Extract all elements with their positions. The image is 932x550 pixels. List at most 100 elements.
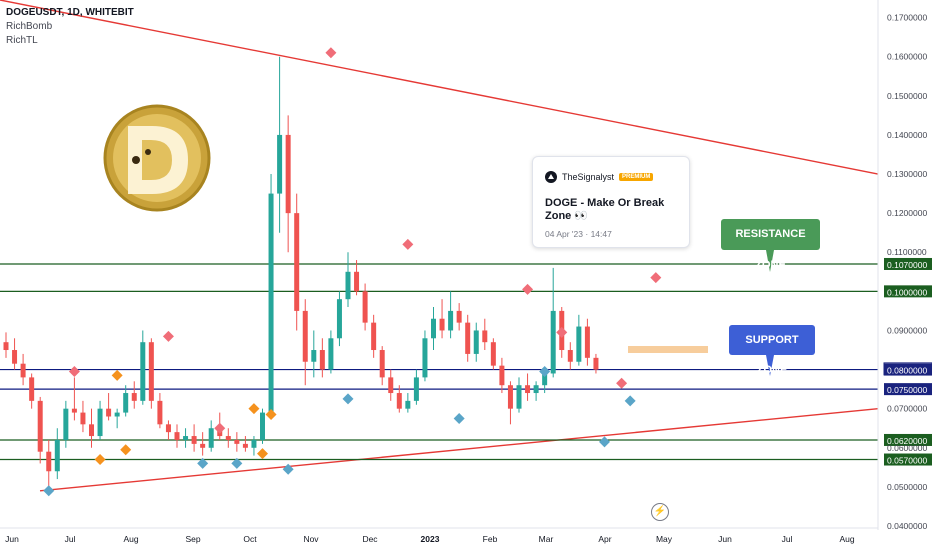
price-tag-label: 0.0570000 [887, 456, 927, 466]
candle-body [183, 436, 189, 440]
price-tag-label: 0.0620000 [887, 436, 927, 446]
ascending-trendline [39, 407, 879, 492]
candle-body [71, 408, 77, 413]
idea-card[interactable]: TheSignalyst PREMIUM DOGE - Make Or Brea… [532, 156, 690, 248]
trendlines [0, 0, 879, 492]
x-tick-label: Oct [243, 534, 257, 544]
signal-diamond [599, 436, 610, 448]
signal-diamond [120, 444, 132, 456]
price-tag-label: 0.0800000 [887, 366, 927, 376]
candle-body [336, 299, 342, 339]
signal-diamond [402, 238, 414, 250]
x-tick-label: Apr [598, 534, 611, 544]
candle-body [242, 443, 248, 448]
candle-body [234, 439, 240, 444]
candle-body [439, 318, 445, 331]
y-tick-label: 0.0500000 [887, 482, 927, 492]
candle-body [593, 357, 599, 370]
candle-body [140, 342, 146, 401]
author-name: TheSignalyst [562, 172, 615, 182]
signal-diamond [522, 283, 534, 295]
candle-body [294, 213, 300, 311]
x-tick-label: May [656, 534, 673, 544]
lightning-icon[interactable]: ⚡ [651, 503, 669, 521]
candle-body [114, 412, 120, 417]
idea-title[interactable]: DOGE - Make Or Break Zone 👀 [545, 197, 665, 222]
candle-body [63, 408, 69, 440]
horizontal-levels [0, 263, 878, 461]
y-tick-label: 0.1600000 [887, 52, 927, 62]
signal-diamond [162, 330, 174, 342]
price-axis: 0.10700000.10000000.08017290.08000000.07… [877, 0, 932, 531]
candle-body [550, 310, 556, 374]
time-axis: Jun Jul Aug Sep Oct Nov Dec 2023 Feb Mar Apr May Jun… [0, 527, 878, 544]
candle-body [46, 451, 52, 472]
resistance-zone-label: RESISTANCE ZONE [721, 219, 820, 271]
y-tick-label: 0.1200000 [887, 208, 927, 218]
candle-body [311, 350, 317, 362]
signal-diamond [197, 457, 209, 469]
candle-body [285, 134, 291, 214]
candle-body [371, 322, 377, 351]
candle-body [576, 326, 582, 362]
indicator-richtl[interactable]: RichTL [6, 35, 38, 46]
x-tick-label: 2023 [421, 534, 440, 544]
candle-body [567, 350, 573, 362]
x-tick-label: Aug [839, 534, 854, 544]
candle-body [165, 424, 171, 433]
candle-body [422, 338, 428, 378]
x-tick-label: Jul [65, 534, 76, 544]
candle-body [251, 439, 257, 448]
candle-body [584, 326, 590, 358]
y-tick-label: 0.1300000 [887, 169, 927, 179]
candle-body [268, 193, 274, 413]
signal-diamond [231, 457, 243, 469]
resistance-pointer [766, 250, 774, 272]
indicator-richbomb[interactable]: RichBomb [6, 21, 53, 32]
y-tick-label: 0.0700000 [887, 404, 927, 414]
price-tag-label: 0.1000000 [887, 287, 927, 297]
orange-target-box [628, 346, 708, 353]
y-tick-label: 0.1500000 [887, 91, 927, 101]
y-tick-label: 0.1700000 [887, 13, 927, 23]
signal-diamond [556, 326, 568, 338]
candle-body [80, 412, 86, 425]
candle-body [405, 400, 411, 409]
author-avatar [545, 171, 557, 183]
y-tick-label: 0.0900000 [887, 325, 927, 335]
candle-body [328, 338, 334, 370]
signal-diamond [68, 366, 80, 378]
candle-body [208, 428, 214, 448]
candle-body [482, 330, 488, 343]
candle-body [431, 318, 436, 339]
signal-diamond [342, 393, 354, 405]
candle-body [20, 363, 26, 378]
x-tick-label: Jun [5, 534, 19, 544]
y-tick-label: 0.1400000 [887, 130, 927, 140]
chart-legend: DOGEUSDT, 1D, WHITEBIT RichBomb RichTL [6, 6, 134, 48]
signal-diamond [325, 47, 337, 59]
candle-body [413, 377, 419, 401]
signal-diamond [616, 377, 628, 389]
x-tick-label: Sep [185, 534, 200, 544]
candle-body [225, 436, 231, 440]
candle-body [465, 322, 471, 354]
candle-body [388, 377, 394, 394]
candle-body [89, 424, 94, 437]
x-tick-label: Aug [123, 534, 138, 544]
candle-body [12, 350, 18, 364]
candles [3, 56, 599, 487]
candle-body [191, 436, 197, 444]
signal-diamond [43, 485, 55, 497]
candle-body [345, 271, 351, 300]
candle-body [131, 393, 137, 401]
candle-body [106, 408, 112, 417]
signal-diamond [257, 448, 268, 460]
x-tick-label: Mar [539, 534, 554, 544]
candle-body [200, 443, 206, 448]
x-tick-label: Nov [303, 534, 319, 544]
candle-body [396, 393, 402, 409]
signal-markers [43, 47, 774, 497]
candle-body [157, 400, 163, 425]
